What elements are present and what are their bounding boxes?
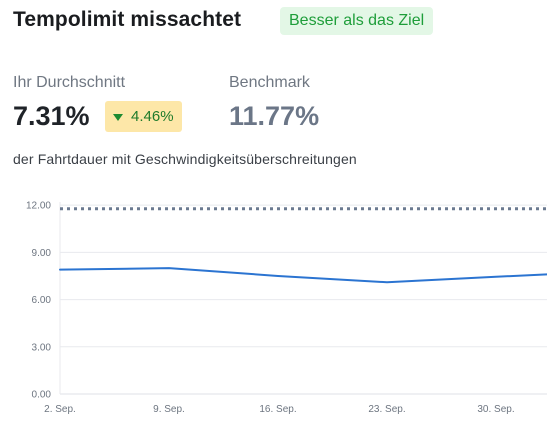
x-tick-label: 9. Sep. xyxy=(153,404,185,415)
your-average-label: Ihr Durchschnitt xyxy=(13,74,126,91)
speeding-trend-chart: 0.00 3.00 6.00 9.00 12.00 2. Sep. 9. Sep. 16. S… xyxy=(0,190,547,429)
x-tick-label: 16. Sep. xyxy=(259,404,296,415)
card-title: Tempolimit missachtet xyxy=(13,8,242,31)
benchmark-label: Benchmark xyxy=(229,74,310,91)
x-tick-label: 23. Sep. xyxy=(368,404,405,415)
y-tick-label: 12.00 xyxy=(26,201,51,212)
average-series-line xyxy=(59,267,547,284)
x-tick-label: 30. Sep. xyxy=(477,404,514,415)
y-tick-label: 0.00 xyxy=(32,390,52,401)
chart-svg: 0.00 3.00 6.00 9.00 12.00 2. Sep. 9. Sep. 16. S… xyxy=(26,201,547,415)
y-tick-label: 3.00 xyxy=(32,342,52,353)
delta-value: 4.46% xyxy=(131,108,174,125)
your-average-value: 7.31% xyxy=(13,101,90,131)
triangle-down-icon xyxy=(113,113,123,121)
goal-status-badge: Besser als das Ziel xyxy=(280,7,434,35)
metric-description: der Fahrtdauer mit Geschwindigkeitsübers… xyxy=(13,151,357,167)
y-tick-label: 9.00 xyxy=(32,248,52,259)
x-tick-label: 2. Sep. xyxy=(44,404,76,415)
y-tick-label: 6.00 xyxy=(32,295,52,306)
delta-badge: 4.46% xyxy=(105,101,182,132)
benchmark-value: 11.77% xyxy=(229,101,320,131)
